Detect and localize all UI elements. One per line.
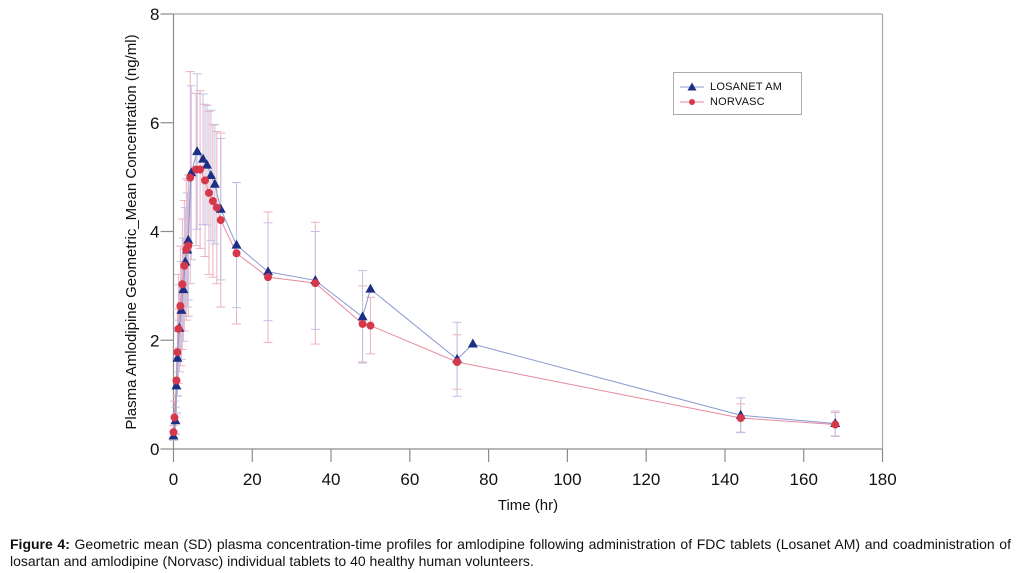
data-point-norvasc bbox=[169, 428, 178, 437]
data-point-norvasc bbox=[453, 358, 462, 366]
series-line-norvasc bbox=[173, 169, 836, 433]
data-point-losanet-am bbox=[201, 159, 212, 169]
data-point-losanet-am bbox=[231, 239, 242, 249]
x-tick-label: 100 bbox=[553, 470, 581, 489]
data-point-losanet-am bbox=[205, 169, 216, 179]
y-tick-label: 2 bbox=[150, 331, 159, 350]
y-tick-label: 0 bbox=[150, 440, 159, 459]
caption-label: Figure 4: bbox=[10, 536, 70, 552]
data-point-losanet-am bbox=[172, 352, 183, 362]
data-point-norvasc bbox=[186, 173, 195, 182]
data-point-norvasc bbox=[176, 301, 185, 310]
series-line-losanet-am bbox=[173, 150, 836, 437]
data-point-norvasc bbox=[366, 321, 375, 330]
x-tick-label: 120 bbox=[632, 470, 660, 489]
data-point-losanet-am bbox=[183, 234, 194, 244]
data-point-losanet-am bbox=[178, 284, 189, 294]
data-point-norvasc bbox=[174, 324, 183, 333]
data-point-losanet-am bbox=[263, 266, 274, 276]
series-markers bbox=[168, 146, 841, 440]
error-bars bbox=[169, 71, 840, 441]
data-point-losanet-am bbox=[467, 338, 478, 348]
x-tick-label: 140 bbox=[711, 470, 739, 489]
legend-label: NORVASC bbox=[710, 96, 765, 108]
data-point-norvasc bbox=[311, 279, 320, 288]
x-tick-label: 160 bbox=[790, 470, 818, 489]
data-point-norvasc bbox=[170, 413, 179, 422]
data-point-norvasc bbox=[201, 176, 210, 185]
data-point-norvasc bbox=[208, 197, 217, 206]
data-point-norvasc bbox=[216, 216, 225, 225]
data-point-norvasc bbox=[358, 319, 367, 328]
data-point-norvasc bbox=[232, 249, 241, 258]
x-tick-label: 20 bbox=[243, 470, 262, 489]
y-axis-title: Plasma Amlodipine Geometric_Mean Concent… bbox=[123, 34, 140, 429]
figure-caption: Figure 4: Geometric mean (SD) plasma con… bbox=[10, 536, 1011, 570]
data-point-losanet-am bbox=[171, 380, 182, 390]
x-tick-label: 180 bbox=[868, 470, 896, 489]
caption-text: Geometric mean (SD) plasma concentration… bbox=[10, 536, 1011, 569]
data-point-losanet-am bbox=[192, 146, 203, 156]
legend-item-norvasc: NORVASC bbox=[680, 95, 765, 109]
x-axis-title: Time (hr) bbox=[498, 497, 558, 514]
y-tick-label: 4 bbox=[150, 223, 159, 242]
data-point-norvasc bbox=[173, 348, 182, 357]
x-tick-label: 0 bbox=[169, 470, 178, 489]
legend-item-losanet-am: LOSANET AM bbox=[680, 80, 782, 94]
data-point-losanet-am bbox=[365, 283, 376, 293]
data-point-losanet-am bbox=[209, 178, 220, 188]
series-lines bbox=[173, 150, 836, 437]
legend: LOSANET AM NORVASC bbox=[673, 72, 802, 115]
data-point-norvasc bbox=[172, 376, 181, 385]
data-point-norvasc bbox=[196, 165, 205, 174]
triangle-marker-icon bbox=[680, 82, 704, 91]
axis-ticks: 0 20 40 60 80 100 120 140 160 180 0 2 4 6 8 bbox=[150, 5, 897, 489]
data-point-norvasc bbox=[184, 241, 193, 250]
x-tick-label: 40 bbox=[322, 470, 341, 489]
data-point-losanet-am bbox=[198, 153, 209, 163]
data-point-norvasc bbox=[212, 203, 221, 212]
data-point-norvasc bbox=[264, 273, 273, 282]
data-point-losanet-am bbox=[357, 311, 368, 321]
legend-label: LOSANET AM bbox=[710, 81, 783, 93]
circle-marker-icon bbox=[680, 99, 704, 105]
data-point-norvasc bbox=[178, 280, 187, 289]
data-point-norvasc bbox=[736, 414, 745, 423]
x-tick-label: 60 bbox=[400, 470, 419, 489]
y-tick-label: 6 bbox=[150, 114, 159, 133]
x-tick-label: 80 bbox=[479, 470, 498, 489]
data-point-norvasc bbox=[831, 420, 840, 429]
y-tick-label: 8 bbox=[150, 5, 159, 24]
data-point-norvasc bbox=[180, 261, 189, 270]
data-point-norvasc bbox=[204, 188, 213, 197]
